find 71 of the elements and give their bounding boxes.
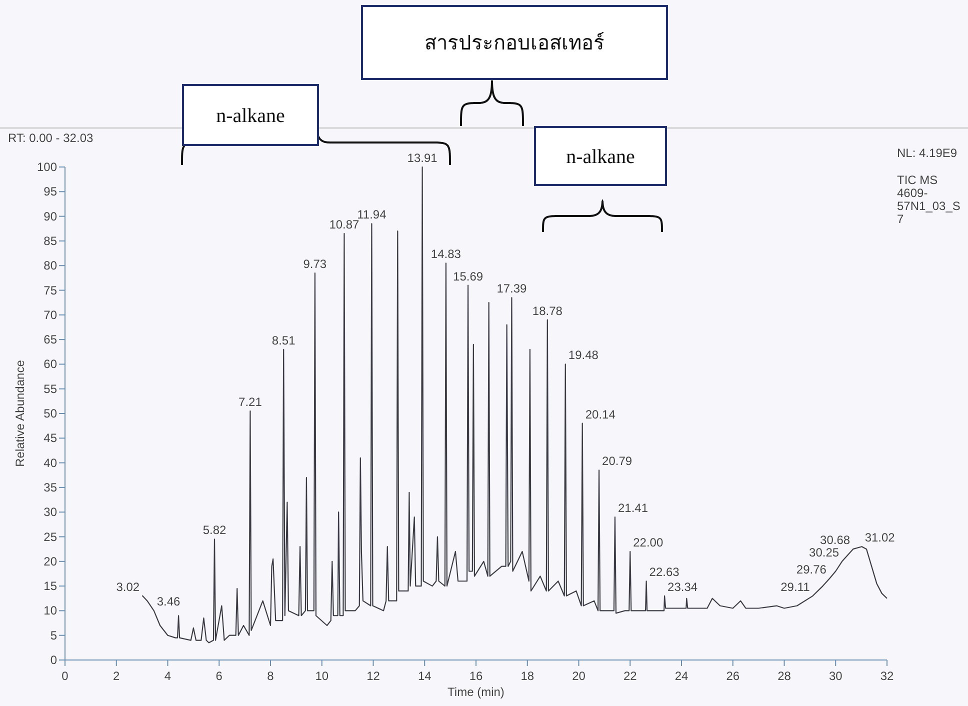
- y-tick-label: 10: [44, 604, 58, 618]
- annotation: 11.94: [357, 208, 387, 222]
- y-tick-label: 60: [44, 357, 58, 372]
- x-tick-label: 6: [216, 669, 223, 683]
- x-tick-label: 30: [828, 669, 843, 683]
- annotation: 22.00: [633, 536, 664, 550]
- annotation: 29.11: [780, 580, 810, 594]
- annotation: 30.25: [809, 545, 840, 560]
- annotation: n-alkane: [566, 146, 636, 168]
- text: NL: 4.19E9: [897, 146, 958, 160]
- y-tick-label: 35: [44, 480, 58, 494]
- annotation: 30.68: [820, 533, 850, 548]
- y-tick-label: 40: [44, 456, 58, 470]
- x-tick-label: 20: [572, 669, 586, 683]
- y-tick-label: 100: [36, 160, 58, 174]
- text: สารประกอบเอสเทอร์: [424, 32, 604, 54]
- annotation: 5.82: [202, 523, 227, 538]
- annotation: 15.69: [453, 269, 484, 284]
- annotation: 8.51: [272, 333, 296, 348]
- annotation: 23.34: [668, 580, 698, 594]
- x-tick-label: 24: [674, 669, 688, 683]
- annotation: 22.63: [649, 565, 680, 580]
- y-tick-label: 20: [44, 554, 58, 568]
- annotation: 31.02: [864, 530, 896, 545]
- y-tick-label: 75: [44, 283, 58, 298]
- annotation: 19.48: [568, 348, 599, 362]
- text: n-alkane: [216, 105, 286, 127]
- x-tick-label: 22: [623, 669, 638, 683]
- x-tick-label: 12: [366, 669, 380, 683]
- annotation: 10.87: [329, 218, 360, 232]
- annotation: 7.21: [238, 395, 262, 410]
- x-tick-label: 26: [726, 669, 740, 683]
- y-tick-label: 85: [44, 234, 58, 248]
- y-tick-label: 70: [44, 308, 58, 322]
- x-tick-label: 32: [880, 669, 894, 683]
- x-tick-label: 18: [520, 669, 534, 683]
- y-tick-label: 95: [44, 184, 58, 199]
- x-tick-label: 16: [469, 669, 483, 683]
- annotation: 14.83: [430, 247, 462, 262]
- y-axis-title: Relative Abundance: [13, 360, 27, 467]
- annotation: 18.78: [532, 304, 563, 318]
- y-tick-label: 65: [44, 332, 58, 347]
- y-tick-label: 55: [44, 382, 58, 396]
- y-tick-label: 45: [44, 431, 58, 446]
- y-tick-label: 30: [44, 505, 58, 520]
- annotation: 20.14: [585, 407, 616, 422]
- x-tick-label: 0: [62, 669, 69, 683]
- y-tick-label: 80: [44, 258, 58, 273]
- text: TIC MS 4609-57N1_03_S7: [897, 173, 960, 226]
- y-tick-label: 50: [44, 406, 58, 420]
- x-tick-label: 10: [315, 669, 329, 683]
- y-tick-label: 90: [44, 209, 58, 224]
- annotation: 29.76: [796, 562, 827, 577]
- x-tick-label: 28: [778, 669, 792, 683]
- annotation: 3.46: [156, 594, 181, 609]
- y-tick-label: 15: [44, 579, 58, 594]
- x-tick-label: 2: [113, 669, 120, 683]
- x-tick-label: 8: [267, 669, 274, 683]
- annotation: 21.41: [618, 501, 648, 516]
- text: RT: 0.00 - 32.03: [8, 131, 94, 145]
- annotation: 17.39: [496, 282, 528, 296]
- y-tick-label: 5: [50, 628, 58, 642]
- y-tick-label: 0: [50, 653, 58, 667]
- annotation: 13.91: [407, 151, 438, 165]
- y-tick-label: 25: [44, 530, 58, 544]
- annotation: 3.02: [116, 580, 140, 594]
- x-tick-label: 14: [418, 669, 432, 683]
- x-axis-title: Time (min): [448, 685, 504, 699]
- annotation: 9.73: [303, 256, 327, 271]
- x-tick-label: 4: [164, 669, 172, 683]
- annotation: 20.79: [602, 454, 632, 468]
